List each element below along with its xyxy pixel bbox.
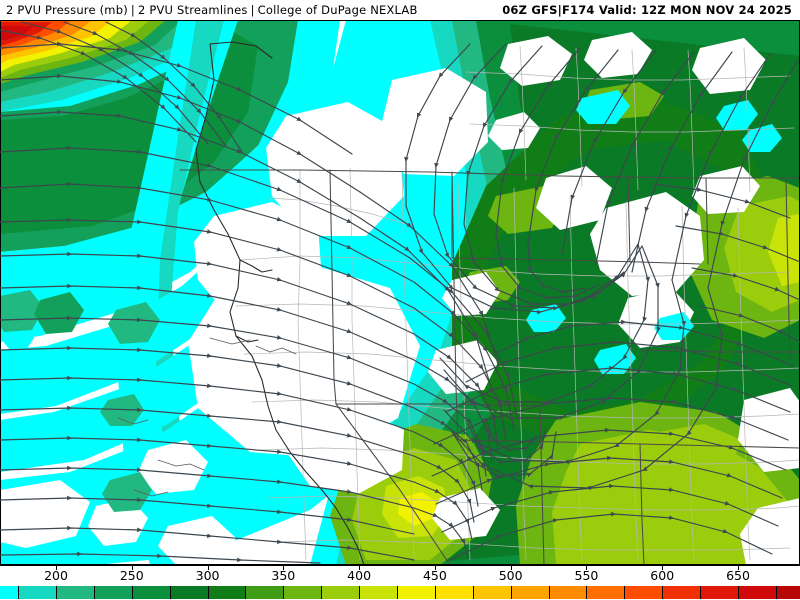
header-model-run: 06Z GFS bbox=[502, 3, 558, 17]
colorbar-segment bbox=[397, 586, 435, 599]
contour-white-hole-n3 bbox=[692, 38, 766, 94]
colorbar-segment bbox=[56, 586, 94, 599]
colorbar-segment bbox=[738, 586, 776, 599]
contour-lime-east bbox=[768, 214, 800, 286]
colorbar-tick-labels: 200 250 300 350 400 450 500 550 600 650 bbox=[0, 565, 800, 583]
colorbar-tick-label: 500 bbox=[498, 568, 523, 583]
colorbar-segment bbox=[207, 586, 246, 599]
colorbar-tick-label: 250 bbox=[119, 568, 144, 583]
colorbar-tick bbox=[359, 565, 361, 570]
streamlines-secondary-vortex bbox=[451, 417, 557, 478]
colorbar-segment bbox=[472, 586, 511, 599]
contour-white-hole-e1 bbox=[738, 388, 800, 472]
colorbar-tick-label: 300 bbox=[195, 568, 220, 583]
colorbar-segment bbox=[662, 586, 701, 599]
colorbar-segment bbox=[169, 586, 208, 599]
colorbar-segment bbox=[0, 586, 19, 599]
colorbar-tick-label: 450 bbox=[422, 568, 447, 583]
colorbar-segment bbox=[359, 586, 397, 599]
header-field-source: College of DuPage NEXLAB bbox=[257, 3, 418, 17]
header-field-streamlines: 2 PVU Streamlines bbox=[137, 3, 248, 17]
colorbar-tick-label: 400 bbox=[347, 568, 372, 583]
colorbar-tick bbox=[586, 565, 588, 570]
header-forecast-valid: F174 Valid: 12Z MON NOV 24 2025 bbox=[561, 3, 792, 17]
colorbar-tick bbox=[510, 565, 512, 570]
map-svg bbox=[0, 20, 800, 565]
streamlines-northeast bbox=[404, 43, 799, 289]
colorbar-tick bbox=[283, 565, 285, 570]
streamlines-northwest bbox=[0, 21, 243, 153]
colorbar-segment bbox=[321, 586, 360, 599]
colorbar-segment bbox=[775, 586, 800, 599]
colorbar-segment bbox=[510, 586, 549, 599]
colorbar-segment bbox=[18, 586, 56, 599]
map-canvas[interactable] bbox=[0, 20, 800, 565]
colorbar-tick bbox=[662, 565, 664, 570]
header-separator-3: | bbox=[557, 3, 562, 17]
colorbar-segment bbox=[548, 586, 587, 599]
header-separator-1: | bbox=[130, 3, 135, 17]
colorbar-tick-label: 350 bbox=[271, 568, 296, 583]
colorbar-legend: 200 250 300 350 400 450 500 550 600 650 bbox=[0, 565, 800, 600]
header-separator-2: | bbox=[250, 3, 255, 17]
colorbar-tick-label: 600 bbox=[650, 568, 675, 583]
contour-cyan-speck-1 bbox=[2, 328, 34, 350]
colorbar-segment bbox=[434, 586, 473, 599]
contour-fill-layer bbox=[0, 20, 800, 565]
colorbar-segment bbox=[245, 586, 284, 599]
colorbar-tick-label: 650 bbox=[726, 568, 750, 583]
streamline-layer bbox=[0, 21, 800, 564]
colorbar-tick bbox=[434, 565, 436, 570]
colorbar-segment bbox=[586, 586, 625, 599]
contour-white-hole-n2 bbox=[584, 32, 652, 78]
contour-teal-speck-4 bbox=[0, 290, 44, 332]
colorbar-segment bbox=[283, 586, 322, 599]
colorbar-gradient bbox=[0, 586, 800, 599]
streamlines-east bbox=[431, 183, 800, 561]
colorbar-tick bbox=[738, 565, 739, 570]
colorbar-tick bbox=[131, 565, 133, 570]
header-title-left: 2 PVU Pressure (mb) | 2 PVU Streamlines | Co… bbox=[6, 3, 418, 17]
colorbar-top-rule bbox=[0, 565, 800, 566]
colorbar-tick bbox=[207, 565, 209, 570]
header-field-pressure: 2 PVU Pressure (mb) bbox=[6, 3, 128, 17]
header-title-right: 06Z GFS|F174 Valid: 12Z MON NOV 24 2025 bbox=[502, 3, 792, 17]
colorbar-segment bbox=[700, 586, 738, 599]
colorbar-segment bbox=[624, 586, 663, 599]
colorbar-tick bbox=[56, 565, 57, 570]
colorbar-tick-label: 200 bbox=[44, 568, 68, 583]
map-layers bbox=[0, 20, 800, 565]
colorbar-tick-label: 550 bbox=[574, 568, 599, 583]
colorbar-segment bbox=[131, 586, 170, 599]
colorbar-segment bbox=[93, 586, 132, 599]
header-bar: 2 PVU Pressure (mb) | 2 PVU Streamlines | Co… bbox=[0, 0, 800, 20]
